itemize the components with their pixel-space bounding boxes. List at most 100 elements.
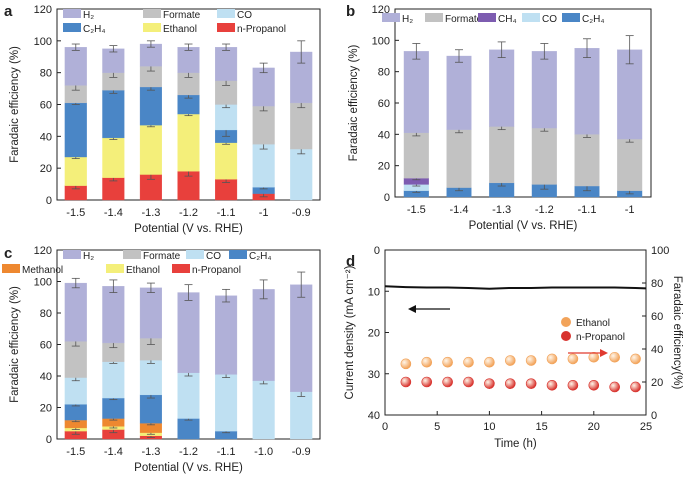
legend-label: H₂	[83, 251, 94, 262]
legend-label: C₂H₄	[582, 14, 604, 25]
x-tick-label: -1.4	[450, 204, 469, 216]
y-axis-label: Faradaic efficiency (%)	[348, 44, 360, 161]
fe-marker	[609, 381, 620, 393]
legend-label: Ethanol	[163, 24, 197, 35]
y-tick-label: 0	[374, 245, 380, 257]
bar-segment	[215, 142, 238, 180]
legend-swatch	[186, 250, 204, 259]
panel-c: c 0 20 40 60 80 100 120 -1.5 -1.4 -1.3 -1.2 -1.1 -1.0…	[2, 245, 321, 474]
y-tick-label: 20	[40, 163, 52, 175]
bar-segment	[617, 49, 643, 140]
y-tick-label: 120	[34, 245, 52, 257]
arrow-right-head	[600, 349, 608, 357]
y-tick-label: 20	[378, 161, 390, 173]
y-tick-label: 40	[40, 371, 52, 383]
current-density-line	[384, 285, 647, 290]
legend-label: n-Propanol	[192, 265, 241, 276]
bar-segment	[102, 361, 125, 399]
y-tick-label: 60	[40, 100, 52, 112]
y-tick-label: 60	[40, 340, 52, 352]
bar-segment	[574, 48, 600, 135]
legend-label: Ethanol	[126, 265, 160, 276]
legend-swatch	[562, 13, 580, 22]
bar-segment	[489, 49, 515, 127]
bar-segment	[64, 341, 87, 378]
fe-marker	[546, 379, 558, 391]
legend-swatch	[106, 264, 124, 273]
bar-segment	[252, 289, 275, 381]
bar-segment	[252, 380, 275, 440]
fe-marker	[504, 378, 516, 389]
bar-segment	[531, 127, 557, 185]
y-tick-label: 100	[34, 36, 52, 48]
plot-frame-b	[394, 8, 652, 198]
fe-marker	[421, 356, 433, 368]
x-tick-label: -1	[259, 207, 269, 219]
y-tick-label: 40	[378, 129, 390, 141]
fe-marker	[484, 356, 495, 368]
bar-segment	[139, 287, 162, 339]
x-tick-label: -1.3	[141, 207, 160, 219]
legend-label: C₂H₄	[249, 251, 271, 262]
x-axis-label: Time (h)	[494, 438, 537, 450]
y-tick-label: 60	[378, 98, 390, 110]
bar-segment	[177, 292, 200, 373]
x-tick-label: -1.1	[217, 207, 236, 219]
bar-segment	[64, 377, 87, 405]
legend-label: C₂H₄	[83, 24, 105, 35]
x-tick-label: -1.4	[104, 446, 123, 458]
bar-segment	[215, 47, 238, 81]
x-tick-label: -1.2	[179, 207, 198, 219]
legend-swatch	[217, 9, 235, 18]
x-tick-label: -1.3	[492, 204, 511, 216]
x-axis-label: Potential (V vs. RHE)	[134, 462, 243, 474]
legend-swatch	[63, 23, 81, 32]
x-tick-label: -0.9	[292, 207, 311, 219]
legend-label: CH₄	[498, 14, 517, 25]
y-right-tick-label: 0	[651, 410, 657, 422]
fe-marker	[442, 376, 453, 388]
legend-swatch	[143, 23, 161, 32]
y-right-axis-label: Faradaic efficiency(%)	[671, 276, 683, 390]
y-tick-label: 40	[368, 410, 380, 422]
y-right-tick-label: 80	[651, 278, 663, 290]
y-axis-label: Faradaic efficiency (%)	[9, 46, 21, 163]
legend-label: Ethanol	[576, 318, 610, 329]
fe-marker	[546, 353, 558, 365]
bar-segment	[102, 397, 125, 419]
legend-label: CO	[542, 14, 557, 25]
legend-swatch	[123, 250, 141, 259]
legend-swatch	[217, 23, 235, 32]
x-axis-label: Potential (V vs. RHE)	[134, 223, 243, 235]
legend-swatch	[229, 250, 247, 259]
legend-swatch	[172, 264, 190, 273]
legend-label: n-Propanol	[576, 332, 625, 343]
fe-marker	[609, 351, 620, 363]
y-tick-label: 20	[40, 403, 52, 415]
bar-segment	[177, 372, 200, 419]
bar-segment	[617, 138, 643, 191]
fe-marker	[630, 381, 641, 393]
bar-segment	[64, 47, 87, 86]
x-tick-label: 25	[640, 421, 652, 433]
bar-segment	[215, 374, 238, 432]
legend-label: n-Propanol	[237, 24, 286, 35]
bar-segment	[139, 394, 162, 424]
bar-segment	[290, 148, 313, 201]
x-tick-label: -1.3	[141, 446, 160, 458]
bar-segment	[290, 391, 313, 440]
bar-segment	[102, 286, 125, 344]
x-tick-label: -1.0	[254, 446, 273, 458]
legend-marker	[561, 331, 571, 341]
fe-marker	[484, 378, 495, 389]
fe-marker	[463, 376, 474, 388]
legend-swatch	[382, 13, 400, 22]
legend-swatch	[2, 264, 20, 273]
x-axis-label: Potential (V vs. RHE)	[469, 220, 578, 232]
x-tick-label: -1.2	[179, 446, 198, 458]
legend-label: Formate	[445, 14, 483, 25]
y-tick-label: 80	[40, 68, 52, 80]
y-tick-label: 0	[46, 195, 52, 207]
